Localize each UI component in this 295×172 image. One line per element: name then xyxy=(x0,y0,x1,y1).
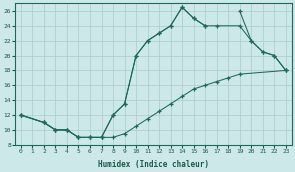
X-axis label: Humidex (Indice chaleur): Humidex (Indice chaleur) xyxy=(98,159,209,169)
